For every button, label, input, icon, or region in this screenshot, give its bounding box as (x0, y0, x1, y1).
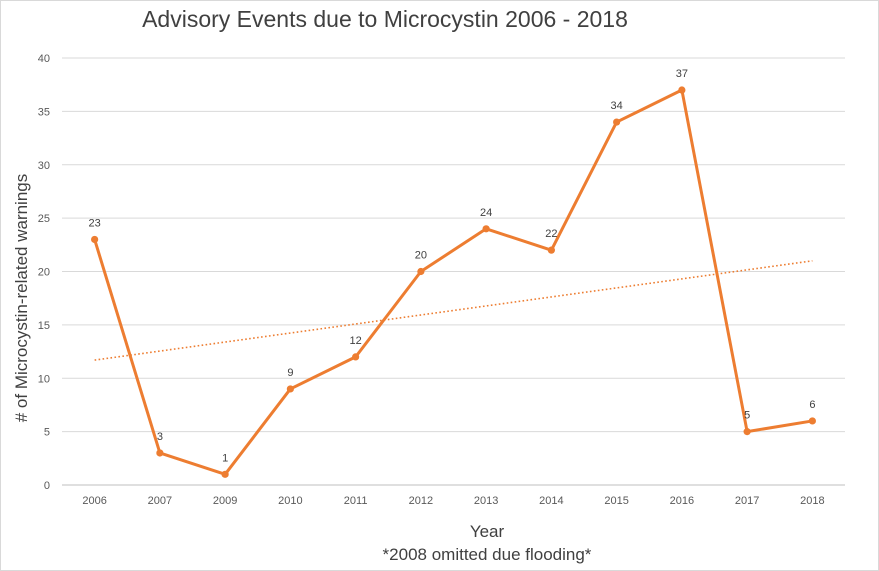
data-label: 22 (545, 228, 557, 240)
data-label: 34 (611, 100, 623, 112)
y-tick-label: 25 (38, 213, 50, 225)
data-point (352, 353, 360, 361)
data-label: 1 (222, 452, 228, 464)
data-label: 3 (157, 431, 163, 443)
data-points (91, 86, 816, 478)
x-tick-label: 2013 (474, 495, 498, 507)
x-tick-label: 2016 (670, 495, 694, 507)
data-label: 20 (415, 250, 427, 262)
x-axis-ticks: 2006 2007 2009 2010 2011 2012 2013 2014 2015 2016… (82, 495, 824, 507)
y-tick-label: 30 (38, 160, 50, 172)
data-label: 23 (89, 217, 101, 229)
data-point (613, 118, 621, 126)
y-tick-label: 20 (38, 267, 50, 279)
data-labels: 23 3 1 9 12 20 24 22 34 37 5 6 (89, 68, 816, 464)
y-tick-label: 40 (38, 53, 50, 65)
data-point (221, 470, 229, 478)
data-label: 5 (744, 410, 750, 422)
data-point (482, 225, 490, 233)
y-tick-label: 5 (44, 427, 50, 439)
data-point (91, 235, 99, 244)
y-tick-label: 35 (38, 106, 50, 118)
x-tick-label: 2014 (539, 495, 563, 507)
data-label: 24 (480, 207, 492, 219)
x-tick-label: 2006 (82, 495, 106, 507)
data-point (286, 385, 294, 393)
data-point (547, 246, 555, 254)
x-tick-label: 2010 (278, 495, 302, 507)
y-tick-label: 15 (38, 320, 50, 332)
data-point (743, 428, 751, 436)
x-axis-label: Year (469, 522, 505, 541)
x-tick-label: 2015 (604, 495, 628, 507)
y-axis-ticks: 0 5 10 15 20 25 30 35 40 (38, 53, 50, 492)
x-tick-label: 2012 (409, 495, 433, 507)
x-tick-label: 2018 (800, 495, 824, 507)
x-tick-label: 2011 (344, 495, 368, 507)
chart-title: Advisory Events due to Microcystin 2006 … (142, 6, 628, 32)
data-point (156, 449, 164, 457)
series-line (93, 88, 813, 476)
trendline (94, 260, 813, 361)
data-label: 9 (287, 367, 293, 379)
chart-footnote: *2008 omitted due flooding* (382, 545, 592, 564)
y-tick-label: 0 (44, 480, 50, 492)
data-point (678, 86, 686, 94)
x-tick-label: 2007 (148, 495, 172, 507)
gridlines (62, 57, 845, 486)
data-point (808, 417, 816, 425)
data-label: 37 (676, 68, 688, 80)
data-label: 12 (350, 335, 362, 347)
x-tick-label: 2017 (735, 495, 759, 507)
data-point (417, 267, 425, 276)
data-label: 6 (809, 399, 815, 411)
x-tick-label: 2009 (213, 495, 237, 507)
y-tick-label: 10 (38, 373, 50, 385)
